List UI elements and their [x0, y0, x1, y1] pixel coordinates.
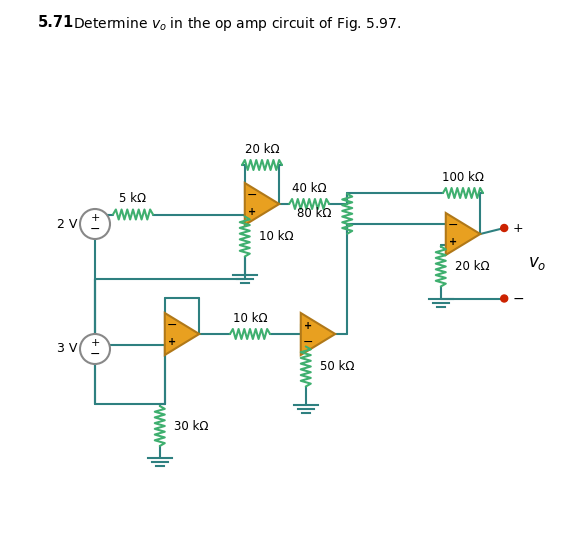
Polygon shape: [165, 313, 199, 355]
Polygon shape: [245, 183, 279, 225]
Circle shape: [500, 225, 507, 231]
Text: 10 kΩ: 10 kΩ: [259, 230, 294, 243]
Polygon shape: [446, 213, 480, 255]
Text: +: +: [512, 222, 523, 234]
Text: +: +: [168, 337, 176, 348]
Text: −: −: [448, 219, 458, 232]
Text: 80 kΩ: 80 kΩ: [297, 208, 331, 220]
Text: 40 kΩ: 40 kΩ: [292, 182, 326, 195]
Text: 20 kΩ: 20 kΩ: [245, 143, 280, 156]
Text: −: −: [302, 336, 313, 349]
Text: +: +: [248, 208, 256, 217]
Text: −: −: [90, 223, 100, 236]
Text: −: −: [247, 189, 257, 202]
Text: +: +: [449, 237, 457, 247]
Text: 50 kΩ: 50 kΩ: [320, 360, 355, 373]
Text: +: +: [304, 321, 312, 330]
Circle shape: [80, 209, 110, 239]
Text: 3 V: 3 V: [57, 342, 77, 356]
Text: 30 kΩ: 30 kΩ: [174, 419, 208, 432]
Text: +: +: [90, 213, 100, 223]
Circle shape: [80, 334, 110, 364]
Text: −: −: [166, 319, 177, 332]
Text: 5.71: 5.71: [38, 15, 74, 30]
Text: 10 kΩ: 10 kΩ: [233, 312, 267, 325]
Text: 2 V: 2 V: [57, 218, 77, 231]
Circle shape: [500, 295, 507, 302]
Text: −: −: [512, 292, 524, 306]
Text: $v_o$: $v_o$: [528, 254, 547, 272]
Polygon shape: [301, 313, 335, 355]
Text: 100 kΩ: 100 kΩ: [442, 171, 484, 184]
Text: −: −: [90, 348, 100, 361]
Text: +: +: [90, 338, 100, 348]
Text: Determine $v_o$ in the op amp circuit of Fig. 5.97.: Determine $v_o$ in the op amp circuit of…: [73, 15, 401, 33]
Text: 5 kΩ: 5 kΩ: [120, 192, 146, 205]
Text: 20 kΩ: 20 kΩ: [455, 260, 489, 273]
